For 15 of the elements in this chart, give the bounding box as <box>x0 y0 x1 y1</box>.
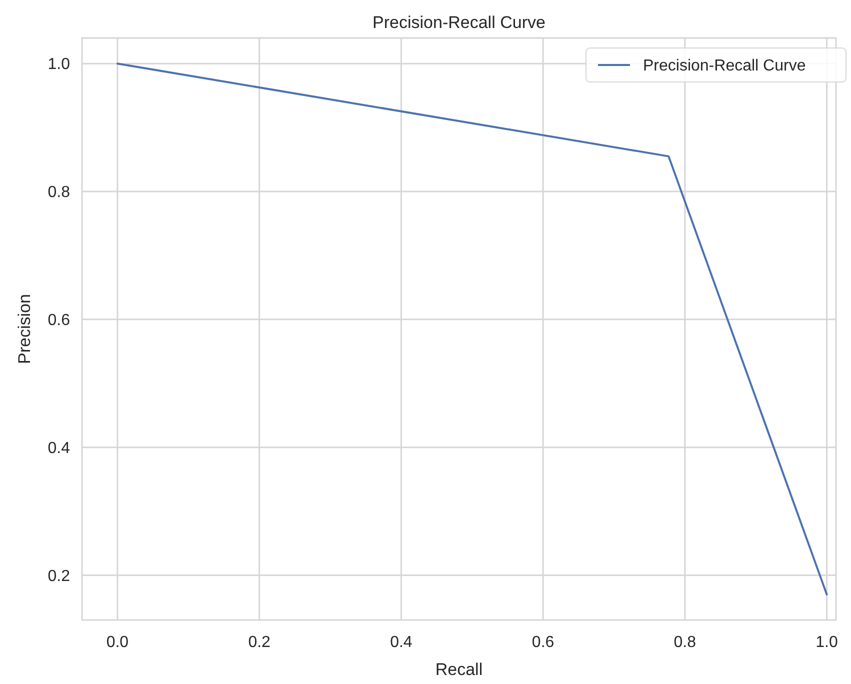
x-tick-label: 0.2 <box>248 634 271 651</box>
x-tick-label: 0.0 <box>106 634 129 651</box>
y-tick-label: 1.0 <box>48 56 70 74</box>
y-axis-title: Precision <box>15 294 34 364</box>
x-tick-label: 0.8 <box>674 634 696 651</box>
x-tick-label: 0.4 <box>390 634 412 651</box>
chart-title: Precision-Recall Curve <box>372 13 546 32</box>
y-tick-label: 0.6 <box>48 312 70 330</box>
y-tick-label: 0.2 <box>48 568 70 585</box>
x-tick-label: 1.0 <box>816 634 838 651</box>
x-axis-title: Recall <box>435 660 483 679</box>
y-tick-label: 0.4 <box>48 440 70 457</box>
x-tick-label: 0.6 <box>532 634 554 651</box>
y-tick-label: 0.8 <box>48 184 70 202</box>
legend-label: Precision-Recall Curve <box>643 58 806 75</box>
